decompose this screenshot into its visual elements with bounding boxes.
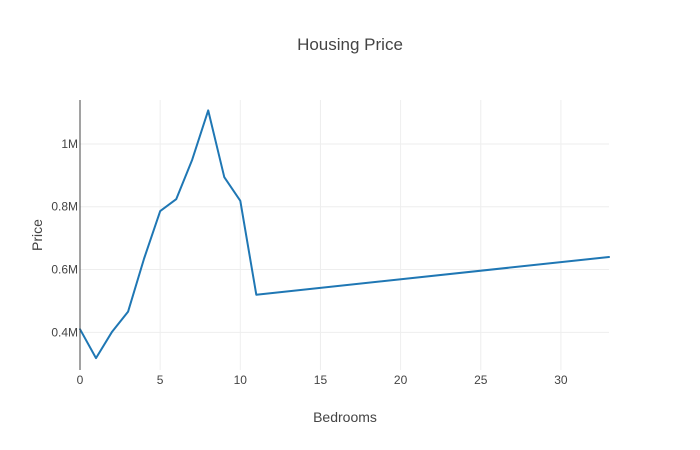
price-series-line: [79, 109, 610, 360]
x-tick-label: 15: [314, 373, 328, 387]
y-tick-label: 0.8M: [51, 200, 78, 214]
y-tick-label: 0.6M: [51, 263, 78, 277]
x-tick-label: 25: [474, 373, 488, 387]
y-axis-title: Price: [29, 219, 45, 251]
x-tick-label: 30: [554, 373, 568, 387]
grid: [80, 100, 609, 370]
x-tick-label: 10: [234, 373, 248, 387]
x-tick-label: 5: [157, 373, 164, 387]
plot-area: [79, 109, 610, 360]
chart-title: Housing Price: [297, 35, 403, 54]
y-tick-label: 1M: [61, 137, 78, 151]
x-tick-label: 20: [394, 373, 408, 387]
x-tick-label: 0: [77, 373, 84, 387]
x-axis-title: Bedrooms: [313, 409, 377, 425]
y-tick-label: 0.4M: [51, 325, 78, 339]
tick-labels: 0 5 10 15 20 25 30 0.4M 0.6M 0.8M 1M: [51, 137, 568, 387]
